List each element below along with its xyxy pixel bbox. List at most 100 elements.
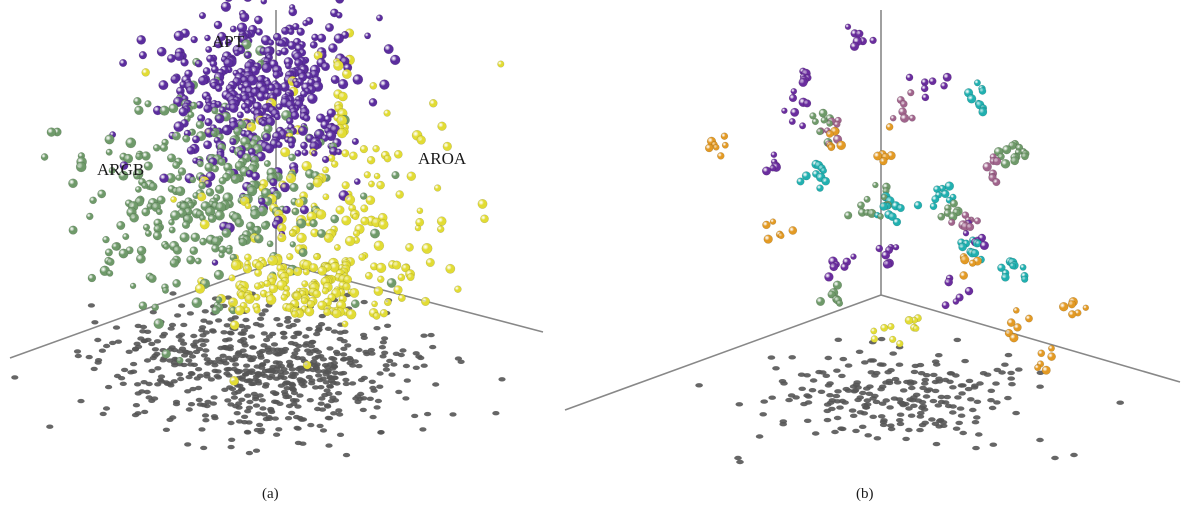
shadow-point bbox=[130, 361, 138, 367]
data-point bbox=[904, 315, 914, 325]
point-aroa bbox=[373, 286, 384, 296]
shadow-point bbox=[902, 436, 910, 442]
point-argb bbox=[360, 192, 368, 200]
point-argb bbox=[134, 105, 144, 116]
shadow-point bbox=[323, 403, 332, 408]
shadow-point bbox=[895, 362, 904, 367]
shadow-point bbox=[294, 331, 302, 337]
shadow-point bbox=[953, 337, 962, 343]
shadow-point bbox=[832, 393, 841, 399]
point-aroa bbox=[254, 268, 263, 277]
shadow-point bbox=[916, 414, 925, 419]
point-aroa bbox=[313, 253, 321, 261]
shadow-point bbox=[87, 303, 95, 308]
shadow-point bbox=[219, 353, 227, 358]
shadow-point bbox=[325, 443, 333, 448]
shadow-point bbox=[975, 432, 983, 437]
shadow-point bbox=[284, 380, 292, 386]
data-point bbox=[790, 88, 798, 95]
shadow-point bbox=[247, 334, 256, 339]
point-aroa bbox=[373, 172, 381, 180]
data-point bbox=[818, 108, 828, 118]
shadow-point bbox=[201, 413, 210, 418]
point-aroa bbox=[377, 275, 385, 283]
point-aroa bbox=[416, 207, 424, 215]
point-argb bbox=[102, 235, 110, 244]
point-aroa bbox=[265, 294, 277, 306]
shadow-point bbox=[412, 351, 420, 356]
point-aroa bbox=[349, 287, 360, 298]
point-argb bbox=[391, 171, 400, 180]
point-apt bbox=[352, 74, 364, 85]
shadow-point bbox=[785, 397, 793, 403]
shadow-point bbox=[210, 395, 218, 400]
data-point bbox=[880, 323, 889, 332]
shadow-point bbox=[196, 402, 204, 407]
shadow-point bbox=[225, 337, 233, 342]
point-aroa bbox=[368, 180, 375, 188]
shadow-point bbox=[893, 380, 902, 385]
point-apt bbox=[194, 59, 203, 68]
point-apt bbox=[156, 46, 167, 57]
shadow-point bbox=[237, 331, 245, 336]
shadow-point bbox=[172, 401, 181, 407]
point-aroa bbox=[397, 294, 406, 302]
point-argb bbox=[296, 218, 307, 229]
shadow-point bbox=[210, 414, 218, 419]
shadow-point bbox=[226, 330, 234, 335]
point-aroa bbox=[360, 216, 370, 226]
point-argb bbox=[238, 237, 248, 247]
data-point bbox=[966, 222, 975, 232]
shadow-point bbox=[282, 394, 290, 400]
shadow-point bbox=[326, 416, 334, 421]
shadow-point bbox=[1007, 376, 1015, 381]
point-argb bbox=[122, 233, 130, 241]
point-argb bbox=[148, 182, 158, 192]
point-aroa bbox=[244, 202, 252, 210]
shadow-point bbox=[261, 308, 269, 313]
shadow-point bbox=[187, 371, 195, 376]
point-aroa bbox=[376, 180, 385, 190]
point-argb bbox=[86, 212, 94, 221]
shadow-point bbox=[735, 402, 744, 407]
point-argb bbox=[40, 153, 49, 161]
point-apt bbox=[205, 46, 213, 54]
shadow-point bbox=[839, 356, 848, 362]
shadow-point bbox=[399, 348, 407, 353]
point-aroa bbox=[349, 151, 358, 161]
shadow-point bbox=[369, 414, 377, 420]
point-apt bbox=[287, 28, 295, 36]
shadow-point bbox=[916, 362, 925, 368]
point-argb bbox=[189, 176, 197, 184]
data-point bbox=[982, 162, 992, 172]
data-point bbox=[836, 299, 844, 307]
shadow-point bbox=[357, 377, 366, 383]
point-apt bbox=[288, 7, 298, 17]
shadow-point bbox=[238, 323, 246, 329]
point-apt bbox=[351, 137, 360, 146]
point-aroa bbox=[228, 274, 236, 282]
data-point bbox=[952, 298, 960, 305]
shadow-point bbox=[231, 391, 239, 396]
data-point bbox=[829, 262, 839, 272]
data-point bbox=[712, 143, 720, 151]
data-point bbox=[811, 118, 819, 126]
shadow-point bbox=[300, 383, 308, 389]
point-apt bbox=[390, 54, 401, 66]
data-point bbox=[816, 296, 826, 306]
shadow-point bbox=[133, 341, 141, 346]
shadow-point bbox=[420, 333, 428, 338]
shadow-point bbox=[323, 388, 331, 393]
point-argb bbox=[230, 174, 241, 184]
point-argb bbox=[125, 137, 137, 149]
data-point bbox=[885, 123, 894, 131]
point-aroa bbox=[304, 306, 315, 317]
data-point bbox=[801, 171, 811, 181]
shadow-point bbox=[200, 318, 208, 323]
shadow-point bbox=[240, 337, 248, 342]
shadow-point bbox=[260, 412, 268, 417]
shadow-point bbox=[384, 323, 392, 328]
shadow-point bbox=[255, 411, 263, 416]
point-argb bbox=[171, 131, 181, 141]
point-apt bbox=[159, 173, 169, 183]
